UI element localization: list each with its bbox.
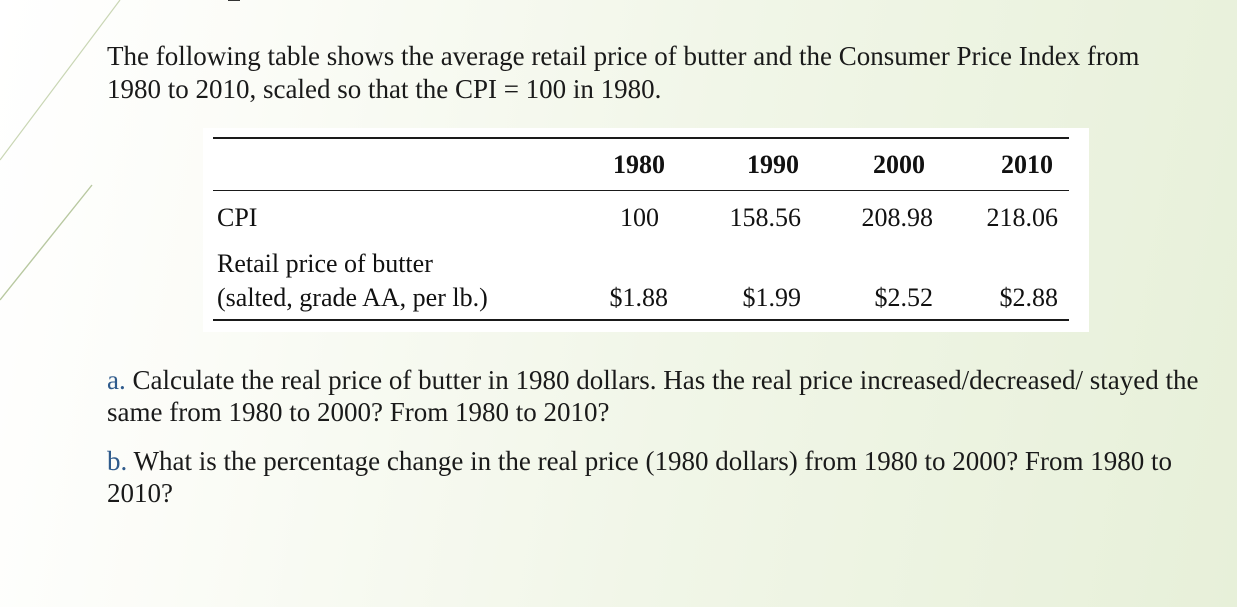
butter-price-1980: $1.88 [609,283,669,312]
question-a-letter: a. [107,365,126,395]
question-a-text: Calculate the real price of butter in 19… [107,365,1199,427]
row-label-butter-detail: (salted, grade AA, per lb.) [217,283,488,312]
cpi-2000: 208.98 [861,203,934,232]
cpi-2010: 218.06 [986,203,1059,232]
question-a: a. Calculate the real price of butter in… [107,364,1207,428]
year-header-2000: 2000 [873,150,925,179]
cpi-1980: 100 [620,203,659,232]
table-bottom-rule [213,319,1069,321]
year-header-2010: 2010 [1001,150,1053,179]
year-header-1990: 1990 [747,150,799,179]
row-label-cpi: CPI [217,203,258,232]
cpi-1990: 158.56 [729,203,802,232]
question-b: b. What is the percentage change in the … [107,445,1207,509]
question-b-letter: b. [107,446,128,476]
table-header-rule [213,190,1069,191]
butter-price-1990: $1.99 [742,283,802,312]
butter-price-2000: $2.52 [874,283,934,312]
price-table: 1980 1990 2000 2010 CPI 100 158.56 208.9… [203,128,1089,332]
year-header-1980: 1980 [613,150,665,179]
intro-line-2: 1980 to 2010, scaled so that the CPI = 1… [107,74,662,104]
intro-paragraph: The following table shows the average re… [107,40,1207,106]
intro-line-1: The following table shows the average re… [107,41,1140,71]
row-label-butter: Retail price of butter [217,249,433,278]
table-top-rule [213,137,1069,139]
butter-price-2010: $2.88 [999,283,1059,312]
question-b-text: What is the percentage change in the rea… [107,446,1172,508]
